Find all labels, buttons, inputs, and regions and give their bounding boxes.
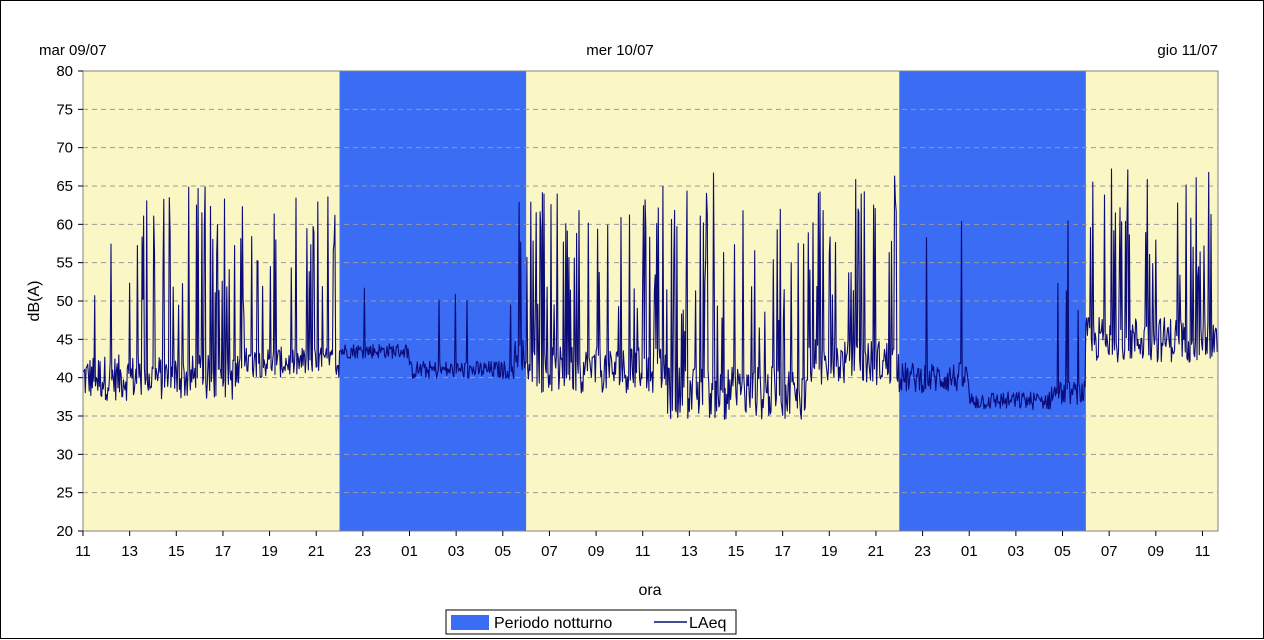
y-tick-label: 60 [56,216,73,233]
x-tick-label: 11 [75,543,91,560]
y-tick-label: 65 [56,178,73,195]
x-tick-label: 23 [355,543,372,560]
x-tick-label: 19 [261,543,278,560]
x-tick-label: 21 [868,543,885,560]
x-tick-label: 07 [541,543,558,560]
day-label: gio 11/07 [1157,42,1218,59]
x-axis-ticks: 11 13 15 17 19 21 23 01 03 05 07 09 11 13 15 17 19 21 23 01… [75,531,1210,560]
legend-night-swatch [451,615,489,630]
laeq-series-line [82,168,1218,420]
x-tick-label: 19 [821,543,838,560]
y-tick-label: 45 [56,331,73,348]
y-tick-label: 20 [56,523,73,540]
day-labels: mar 09/07 mer 10/07 gio 11/07 [39,42,1218,59]
x-tick-label: 11 [1195,543,1211,560]
laeq-line-layer [82,168,1218,420]
legend-line-label: LAeq [689,615,726,632]
x-tick-label: 21 [308,543,325,560]
x-tick-label: 13 [121,543,138,560]
x-tick-label: 15 [168,543,185,560]
legend-night-label: Periodo notturno [494,615,612,632]
x-axis-label: ora [638,582,661,599]
x-tick-label: 17 [774,543,791,560]
x-tick-label: 01 [401,543,418,560]
x-tick-label: 05 [494,543,511,560]
y-tick-label: 55 [56,255,73,272]
x-tick-label: 09 [1147,543,1164,560]
y-tick-label: 25 [56,485,73,502]
y-tick-label: 75 [56,101,73,118]
y-tick-label: 30 [56,446,73,463]
y-tick-label: 80 [56,63,73,80]
x-tick-label: 11 [635,543,651,560]
day-label: mar 09/07 [39,42,107,59]
x-tick-label: 03 [1008,543,1025,560]
x-tick-label: 09 [588,543,605,560]
x-tick-label: 13 [681,543,698,560]
legend-box [445,609,737,635]
x-tick-label: 01 [961,543,978,560]
y-axis-ticks: 20 25 30 35 40 45 50 55 60 65 70 75 80 [56,63,83,540]
x-tick-label: 03 [448,543,465,560]
legend: Periodo notturno LAeq [445,609,737,635]
x-tick-label: 15 [728,543,745,560]
x-tick-label: 23 [914,543,931,560]
y-tick-label: 35 [56,408,73,425]
x-tick-label: 05 [1054,543,1071,560]
y-tick-label: 40 [56,370,73,387]
y-tick-label: 70 [56,140,73,157]
y-tick-label: 50 [56,293,73,310]
x-tick-label: 17 [215,543,232,560]
night-band-1 [339,71,527,531]
day-label: mer 10/07 [586,42,654,59]
y-axis-label: dB(A) [26,281,43,322]
x-tick-label: 07 [1101,543,1118,560]
